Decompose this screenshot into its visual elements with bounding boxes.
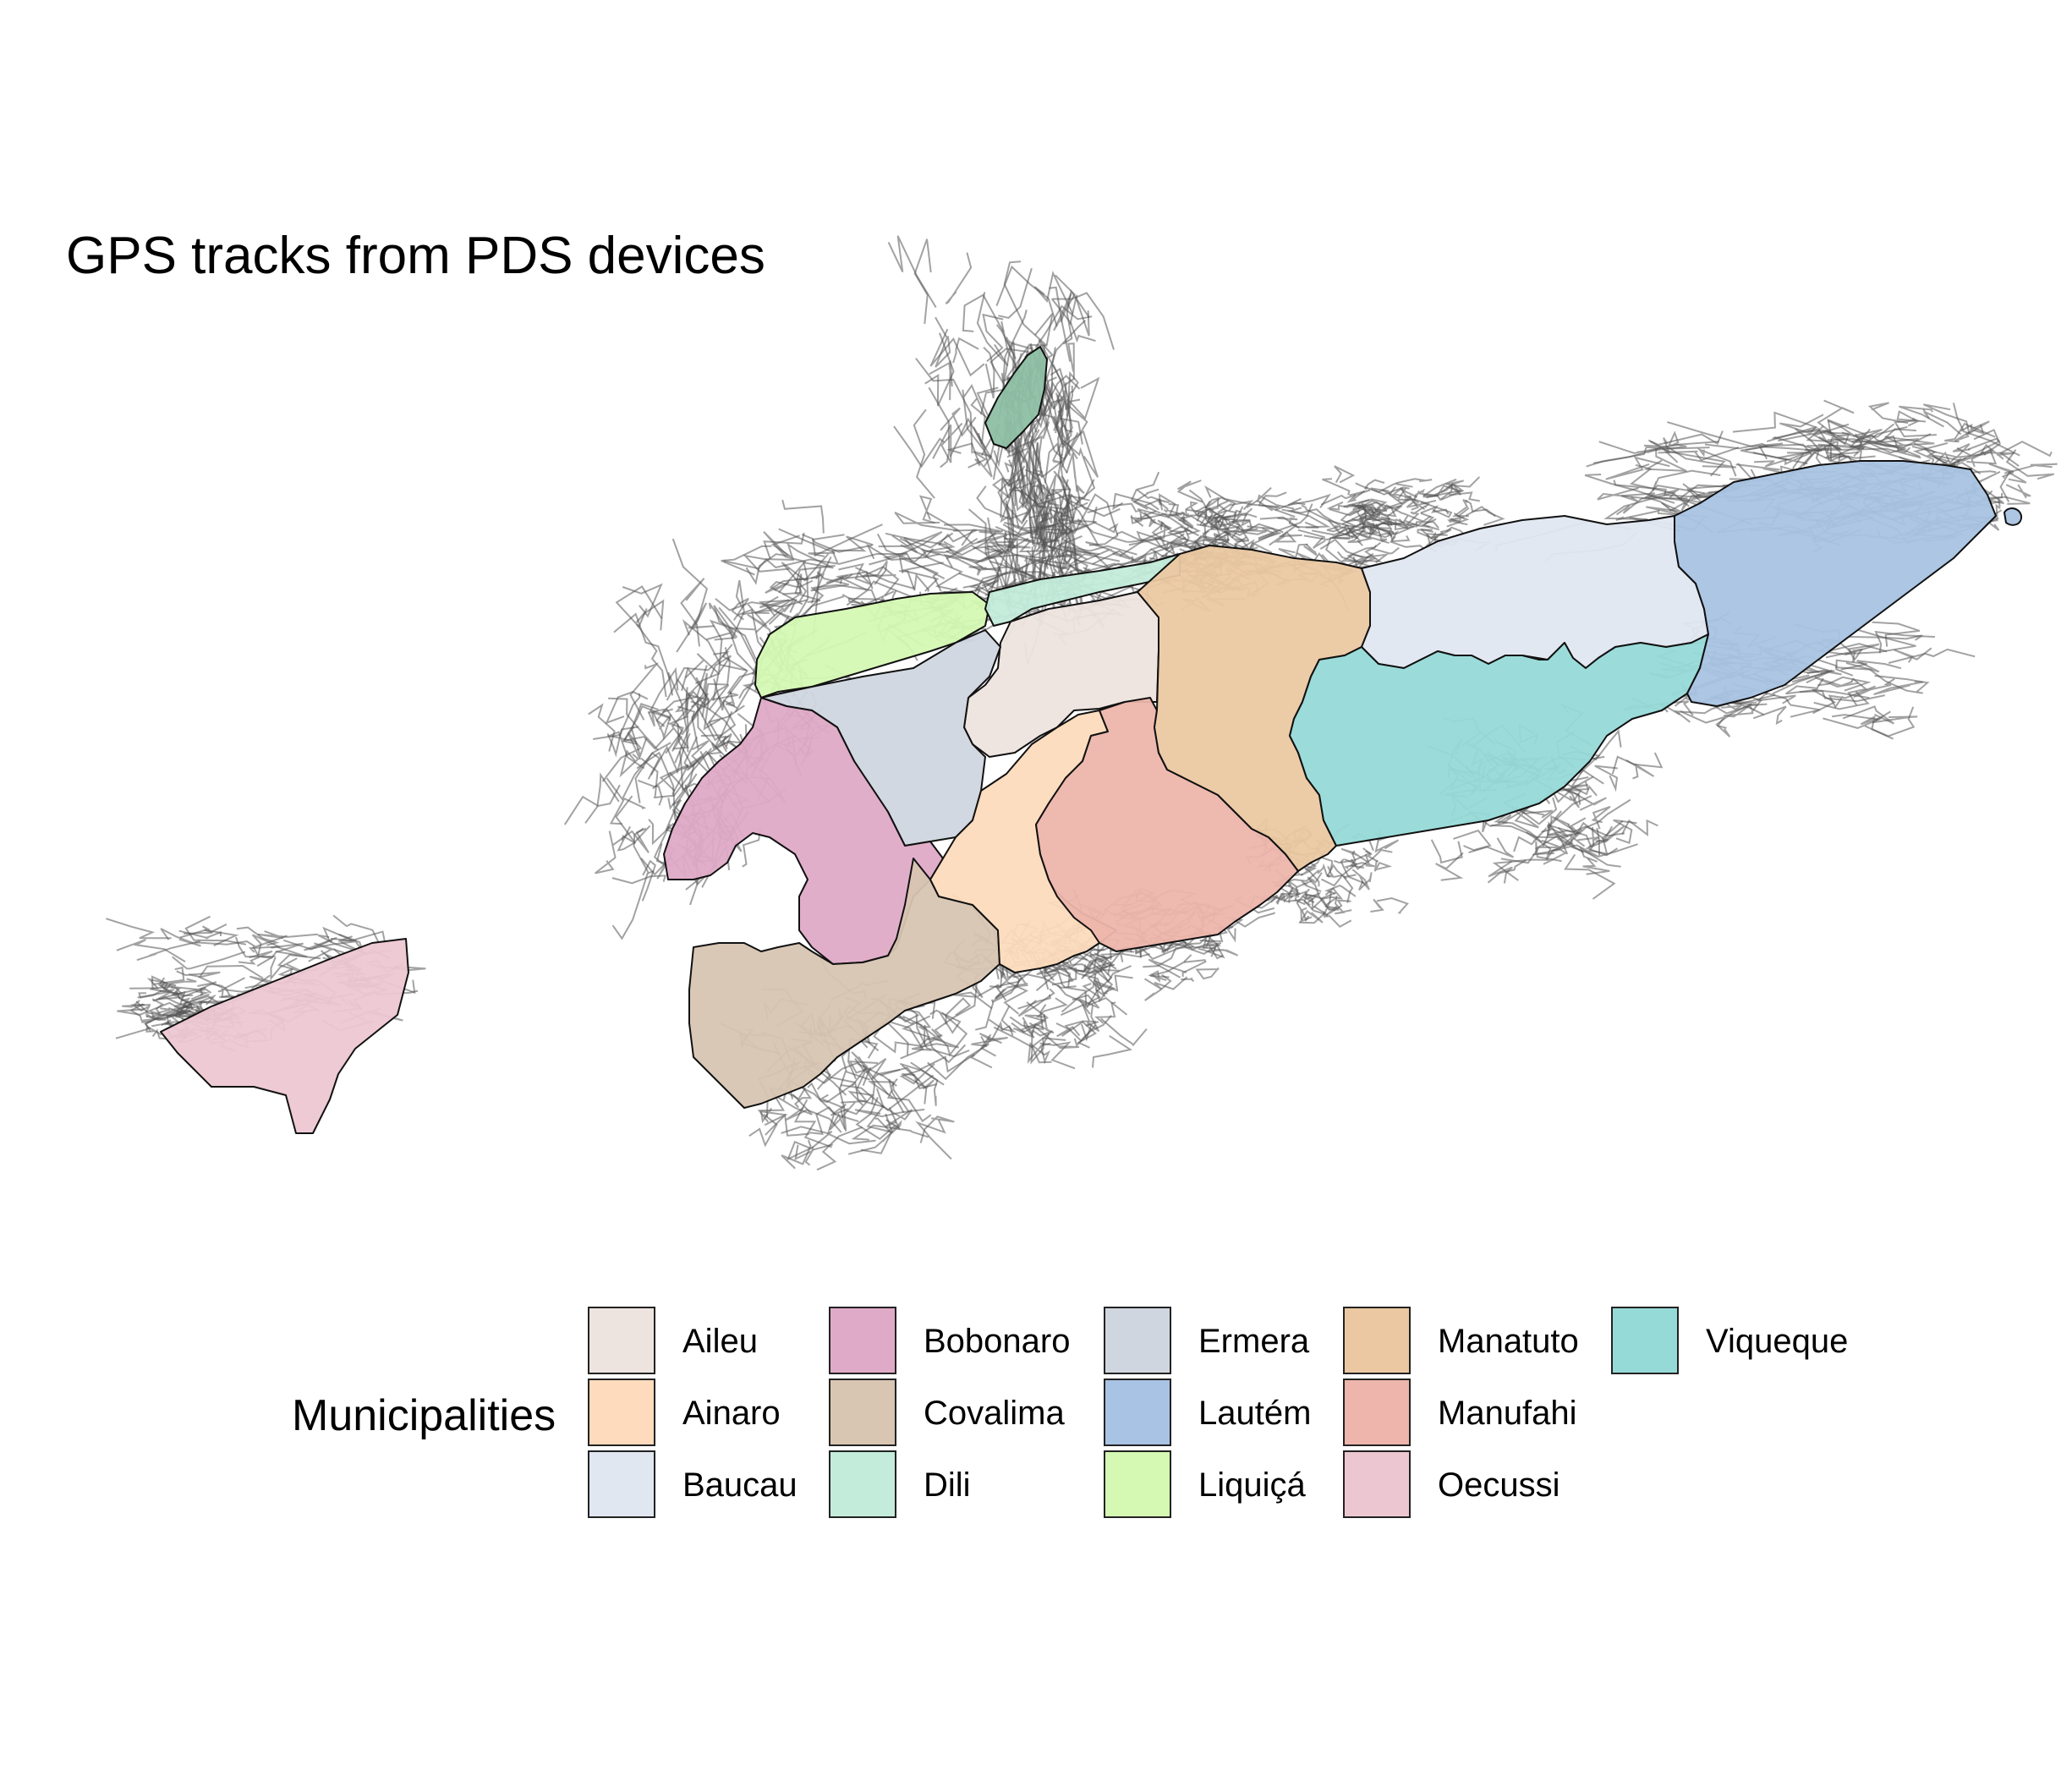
region-dili: [984, 553, 1181, 627]
municipality-polygons: [160, 346, 2023, 1134]
region-bobonaro: [663, 697, 944, 965]
region-lautem: [1674, 460, 1997, 707]
region-atauro: [984, 346, 1048, 449]
region-oecussi: [160, 938, 409, 1134]
map-title: GPS tracks from PDS devices: [66, 227, 765, 285]
region-viqueque: [1289, 633, 1709, 847]
region-lautem-islet: [2003, 507, 2023, 526]
region-covalima: [688, 858, 1000, 1109]
region-liquica: [754, 591, 990, 699]
